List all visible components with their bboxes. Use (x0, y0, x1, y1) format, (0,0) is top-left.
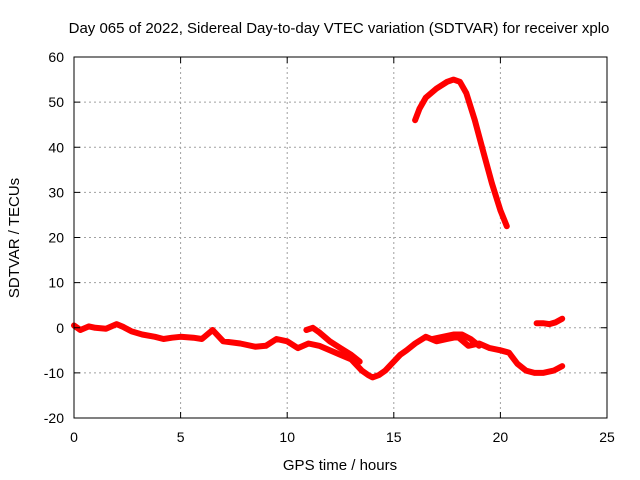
series-line (303, 324, 363, 365)
y-tick-label: -20 (44, 410, 64, 426)
axis-ticks: 0 5 10 15 20 25 -20 -10 0 10 20 30 40 50 60 (44, 49, 615, 445)
chart-title: Day 065 of 2022, Sidereal Day-to-day VTE… (69, 20, 610, 37)
y-tick-label: 0 (56, 320, 64, 336)
y-tick-label: 30 (48, 184, 64, 200)
y-tick-label: 60 (48, 49, 64, 65)
x-tick-label: 15 (386, 429, 402, 445)
x-tick-label: 20 (493, 429, 509, 445)
y-tick-label: 20 (48, 230, 64, 246)
x-tick-label: 25 (599, 429, 615, 445)
series-line (533, 315, 566, 328)
y-tick-label: 40 (48, 139, 64, 155)
grid-lines (74, 57, 607, 418)
x-axis-label: GPS time / hours (283, 457, 397, 474)
data-series (71, 76, 566, 381)
x-tick-label: 0 (70, 429, 78, 445)
y-tick-label: 10 (48, 275, 64, 291)
series-line (71, 321, 566, 381)
x-tick-label: 10 (279, 429, 295, 445)
y-axis-label: SDTVAR / TECUs (6, 178, 23, 298)
y-tick-label: 50 (48, 94, 64, 110)
y-tick-label: -10 (44, 365, 64, 381)
series-line (412, 76, 510, 230)
x-tick-label: 5 (177, 429, 185, 445)
series-line (429, 331, 483, 349)
